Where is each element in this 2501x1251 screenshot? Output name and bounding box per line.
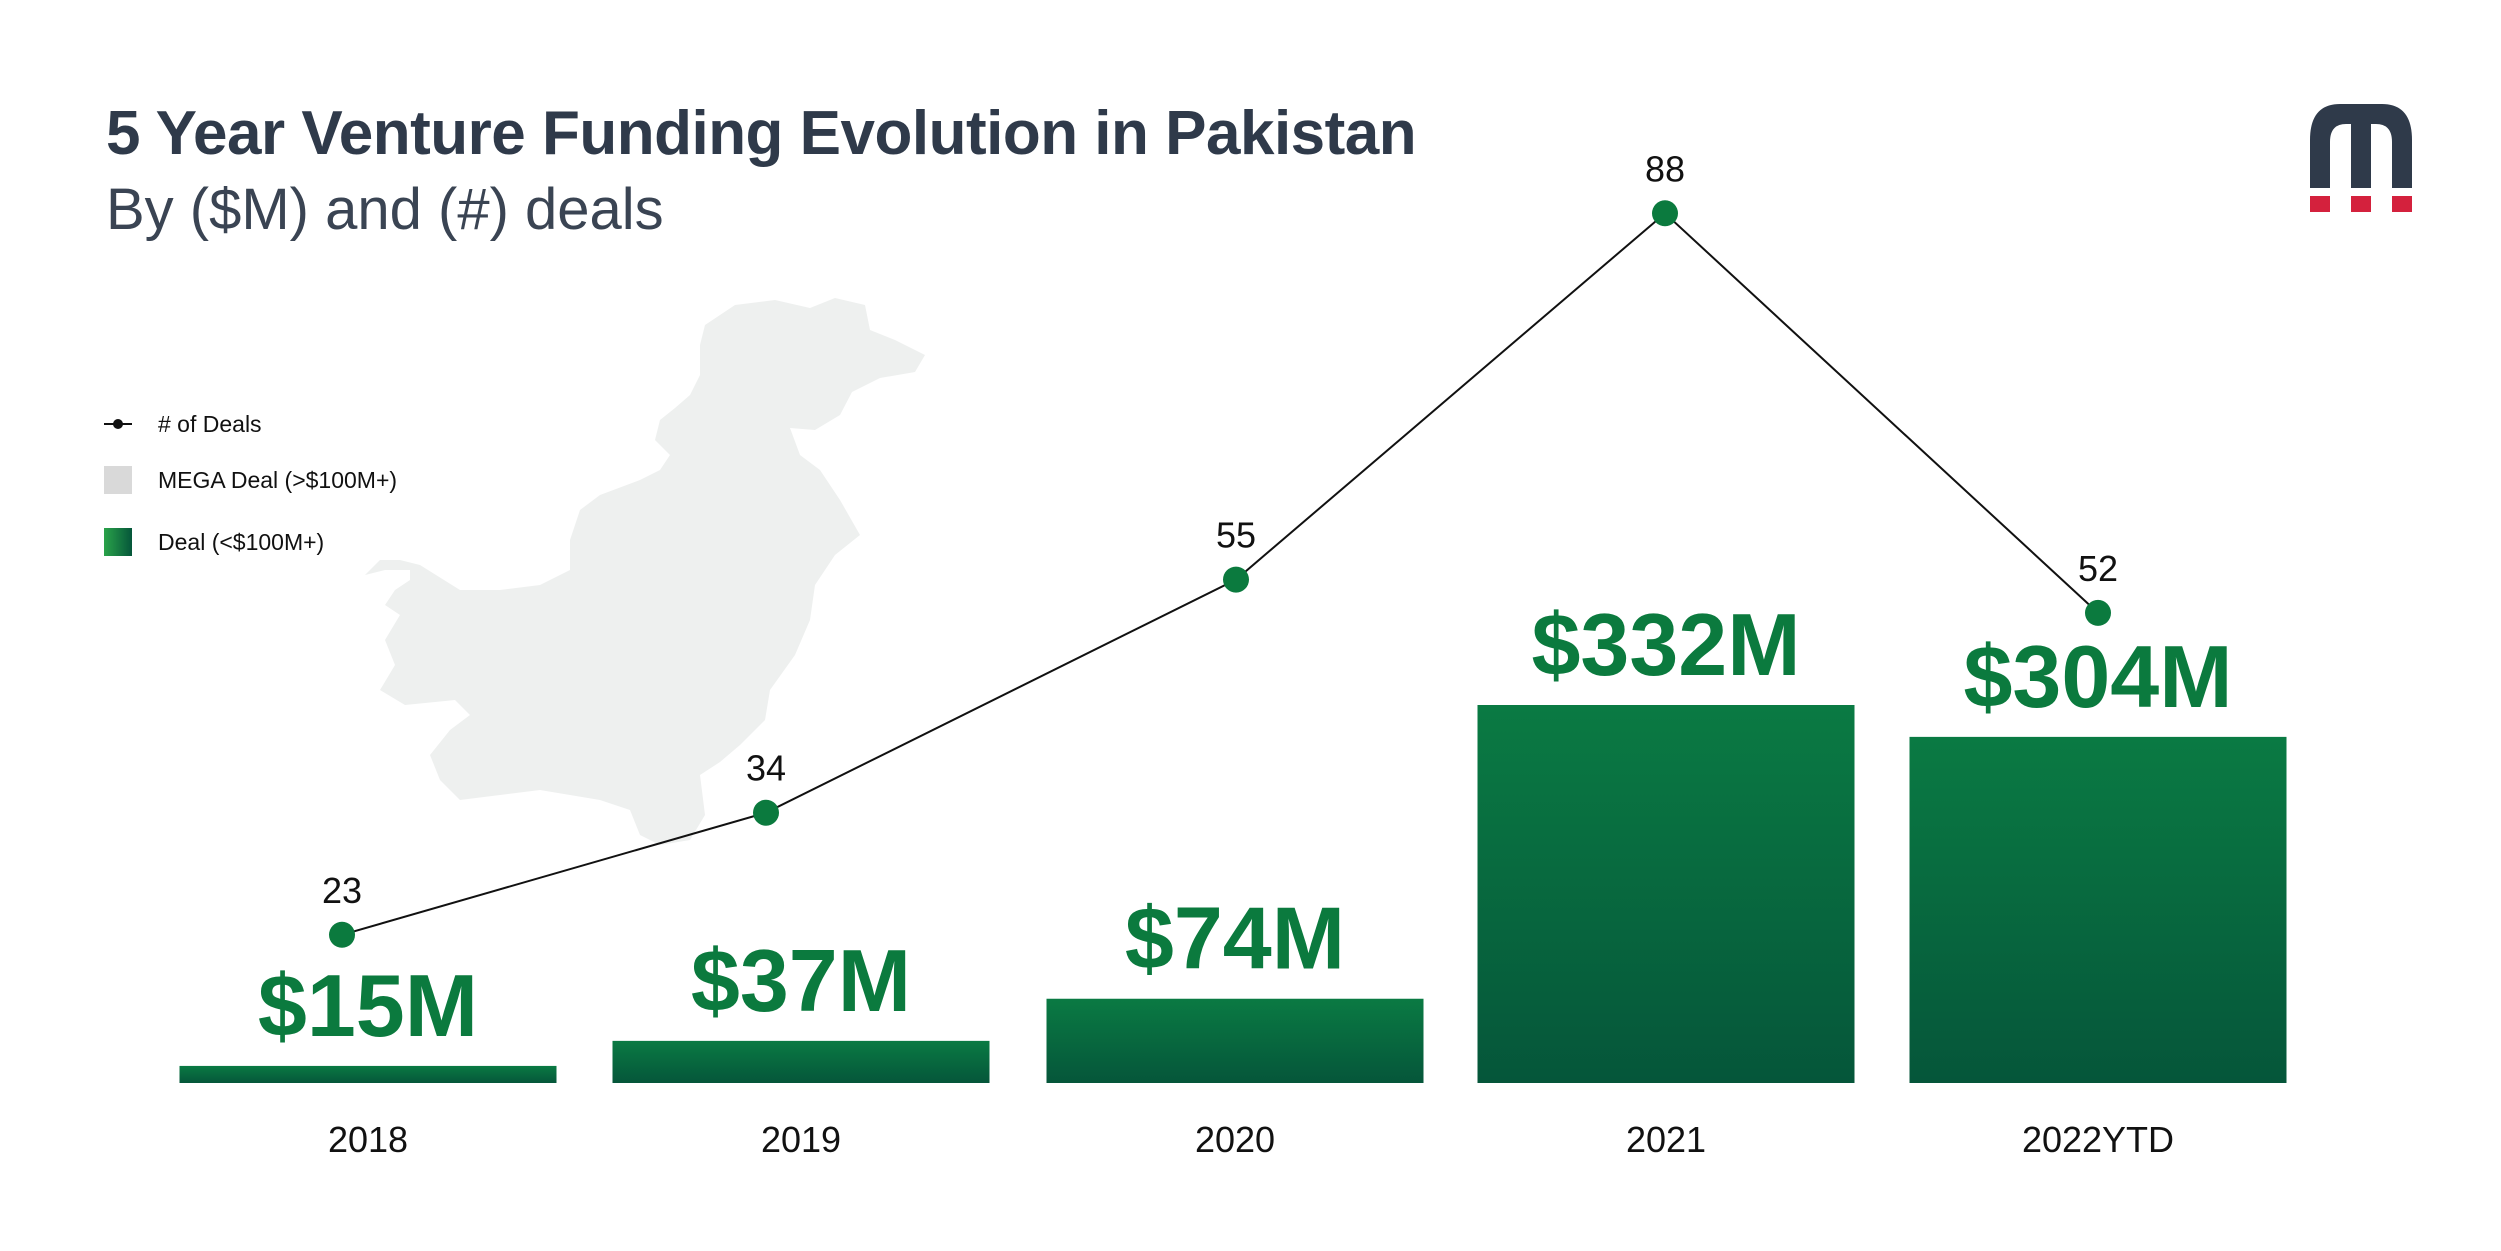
deal-swatch: [104, 528, 132, 556]
deals-data-label: 52: [2078, 548, 2118, 589]
line-marker-icon: [104, 419, 132, 429]
deals-point: [2085, 599, 2111, 626]
bar-value-label: $15M: [258, 956, 478, 1055]
legend-item-deals: # of Deals: [104, 410, 262, 438]
chart-subtitle: By ($M) and (#) deals: [106, 177, 664, 242]
legend-item-mega: MEGA Deal (>$100M+): [104, 466, 397, 494]
pakistan-map-icon: [365, 298, 925, 845]
chart-title: 5 Year Venture Funding Evolution in Paki…: [106, 99, 1417, 168]
deals-data-label: 88: [1645, 148, 1685, 189]
deals-point: [753, 799, 779, 826]
deals-point: [1223, 566, 1249, 593]
legend-item-deal: Deal (<$100M+): [104, 528, 324, 556]
bar-2020: [1046, 998, 1424, 1083]
bar-2022ytd: [1909, 736, 2287, 1083]
legend-label-mega: MEGA Deal (>$100M+): [158, 466, 398, 493]
bar-value-label: $304M: [1963, 627, 2232, 726]
legend-label-deal: Deal (<$100M+): [158, 528, 325, 555]
x-tick-label: 2020: [1195, 1119, 1275, 1160]
deals-data-label: 23: [322, 870, 362, 911]
deals-point: [1652, 200, 1678, 227]
mega-swatch: [104, 466, 132, 494]
bar-2021: [1477, 705, 1855, 1083]
deals-data-label: 34: [746, 748, 786, 789]
x-tick-label: 2021: [1626, 1119, 1706, 1160]
deals-point: [329, 921, 355, 948]
m-logo-icon: [2310, 104, 2412, 212]
x-tick-label: 2019: [761, 1119, 841, 1160]
x-tick-label: 2018: [328, 1119, 408, 1160]
legend-label-deals: # of Deals: [158, 410, 262, 437]
bar-2018: [179, 1065, 557, 1083]
bar-2019: [612, 1040, 990, 1083]
deals-data-label: 55: [1216, 515, 1256, 556]
x-tick-label: 2022YTD: [2022, 1119, 2174, 1160]
bar-value-label: $74M: [1125, 889, 1345, 988]
bar-value-label: $37M: [691, 931, 911, 1030]
bar-value-label: $332M: [1531, 595, 1800, 694]
